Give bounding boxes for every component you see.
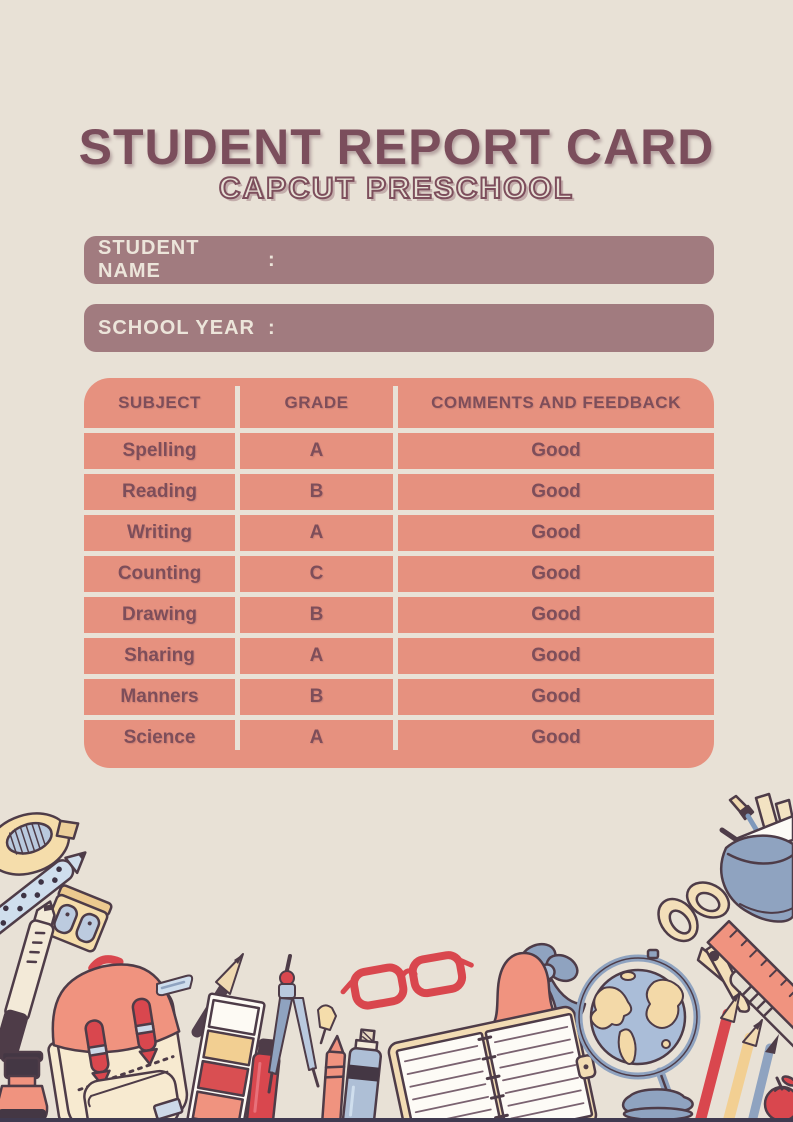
school-supplies-illustration bbox=[0, 792, 793, 1122]
grade-cell: A bbox=[309, 645, 324, 666]
pencil-case-icon bbox=[719, 792, 793, 923]
table-row: Counting C Good bbox=[84, 556, 714, 592]
apple-icon bbox=[763, 1075, 793, 1122]
row-divider bbox=[84, 551, 714, 556]
red-glasses-icon bbox=[340, 951, 474, 1010]
polka-dot-pen-icon bbox=[0, 851, 87, 940]
comment-cell: Good bbox=[531, 604, 581, 625]
table-row: Spelling A Good bbox=[84, 433, 714, 469]
table-row: Drawing B Good bbox=[84, 597, 714, 633]
table-row: Writing A Good bbox=[84, 515, 714, 551]
push-pin-icon bbox=[317, 1004, 337, 1045]
subject-cell: Counting bbox=[117, 563, 202, 584]
ruler-icon bbox=[706, 919, 793, 1053]
row-divider bbox=[84, 428, 714, 433]
row-divider bbox=[84, 469, 714, 474]
desk-globe-icon bbox=[575, 948, 701, 1122]
grade-cell: A bbox=[309, 440, 324, 461]
column-divider bbox=[393, 386, 398, 750]
student-name-value[interactable] bbox=[276, 236, 714, 284]
page-subtitle: CAPCUT PRESCHOOL bbox=[218, 171, 575, 206]
yellow-pencil-icon bbox=[722, 1019, 763, 1122]
watercolor-palette-icon bbox=[184, 992, 266, 1122]
comment-cell: Good bbox=[531, 645, 581, 666]
grades-table: SUBJECT GRADE COMMENTS AND FEEDBACK Spel… bbox=[84, 378, 714, 768]
comment-cell: Good bbox=[531, 481, 581, 502]
row-divider bbox=[84, 715, 714, 720]
header-comments: COMMENTS AND FEEDBACK bbox=[431, 393, 681, 412]
student-name-label: STUDENT NAME bbox=[98, 237, 200, 282]
grade-cell: B bbox=[309, 604, 324, 625]
comment-cell: Good bbox=[531, 440, 581, 461]
school-year-colon: : bbox=[268, 316, 276, 339]
school-year-label: SCHOOL YEAR bbox=[98, 316, 255, 339]
bottom-edge-strip bbox=[0, 1118, 793, 1122]
grade-cell: B bbox=[309, 481, 324, 502]
row-divider bbox=[84, 674, 714, 679]
row-divider bbox=[84, 633, 714, 638]
subject-cell: Drawing bbox=[122, 604, 197, 625]
student-name-field: STUDENT NAME : bbox=[84, 236, 714, 284]
table-row: Manners B Good bbox=[84, 679, 714, 715]
school-year-field: SCHOOL YEAR : bbox=[84, 304, 714, 352]
paperclip-icon bbox=[155, 974, 194, 997]
header-grade: GRADE bbox=[284, 393, 349, 412]
pencil-sharpener-icon bbox=[43, 884, 113, 953]
red-pencil-icon bbox=[694, 991, 741, 1122]
tape-roll-icon bbox=[0, 812, 80, 876]
subject-cell: Science bbox=[123, 727, 196, 748]
subject-cell: Writing bbox=[126, 522, 193, 543]
subject-cell: Manners bbox=[120, 686, 199, 707]
column-divider bbox=[235, 386, 240, 750]
crayon-icon bbox=[321, 1034, 347, 1122]
subject-cell: Sharing bbox=[124, 645, 195, 666]
blue-pen-icon bbox=[747, 1034, 779, 1122]
comment-cell: Good bbox=[531, 563, 581, 584]
open-notebook-icon bbox=[387, 1005, 598, 1122]
table-row: Sharing A Good bbox=[84, 638, 714, 674]
backpack-icon bbox=[47, 955, 189, 1122]
paint-tube-icon bbox=[341, 1028, 383, 1122]
grade-cell: A bbox=[309, 522, 324, 543]
comment-cell: Good bbox=[531, 727, 581, 748]
subject-cell: Reading bbox=[122, 481, 197, 502]
drawing-compass-icon bbox=[267, 954, 320, 1094]
table-row: Science A Good bbox=[84, 720, 714, 756]
grade-cell: B bbox=[309, 686, 324, 707]
comment-cell: Good bbox=[531, 686, 581, 707]
row-divider bbox=[84, 592, 714, 597]
row-divider bbox=[84, 510, 714, 515]
student-name-colon: : bbox=[268, 248, 276, 271]
grade-cell: A bbox=[309, 727, 324, 748]
grade-cell: C bbox=[309, 563, 324, 584]
subject-cell: Spelling bbox=[122, 440, 197, 461]
header-subject: SUBJECT bbox=[118, 393, 201, 412]
page-title: STUDENT REPORT CARD bbox=[78, 118, 715, 175]
table-row: Reading B Good bbox=[84, 474, 714, 510]
ink-bottle-icon bbox=[0, 1050, 49, 1122]
table-header-row: SUBJECT GRADE COMMENTS AND FEEDBACK bbox=[84, 378, 714, 428]
school-year-value[interactable] bbox=[276, 304, 714, 352]
comment-cell: Good bbox=[531, 522, 581, 543]
